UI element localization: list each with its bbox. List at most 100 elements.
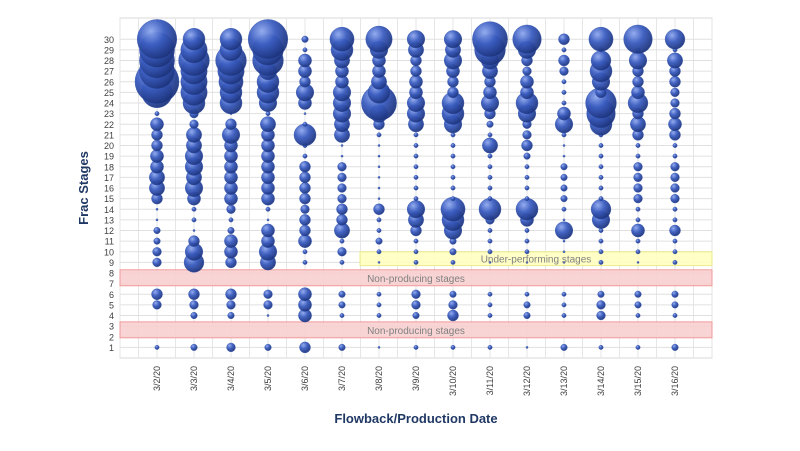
bubble xyxy=(329,26,355,52)
bubble xyxy=(487,153,493,159)
y-tick-label: 22 xyxy=(104,120,114,130)
y-tick-label: 9 xyxy=(109,258,114,268)
y-tick-label: 30 xyxy=(104,35,114,45)
bubble xyxy=(560,343,568,351)
bubble xyxy=(266,218,270,222)
bubble xyxy=(561,302,567,308)
bubble xyxy=(672,217,678,223)
bubble xyxy=(524,185,530,191)
bubble xyxy=(152,300,162,310)
bubble xyxy=(299,171,311,184)
bubble xyxy=(672,153,678,159)
bubble xyxy=(561,132,567,138)
bubble xyxy=(301,35,309,43)
bubble xyxy=(525,346,529,349)
bubble xyxy=(633,183,643,193)
bubble xyxy=(228,217,234,223)
bubble xyxy=(562,144,566,147)
bubble xyxy=(524,164,530,170)
bubble xyxy=(561,89,567,95)
bubble xyxy=(635,249,641,255)
bubble xyxy=(336,214,348,226)
bubble xyxy=(339,238,345,244)
y-tick-label: 16 xyxy=(104,184,114,194)
y-tick-label: 1 xyxy=(109,343,114,353)
y-tick-label: 27 xyxy=(104,67,114,77)
y-tick-label: 8 xyxy=(109,269,114,279)
bubble xyxy=(266,314,270,317)
bubble xyxy=(560,173,568,181)
bubble xyxy=(562,250,566,254)
bubble xyxy=(151,139,163,152)
bubble xyxy=(488,261,492,264)
bubble xyxy=(263,289,273,299)
bubble xyxy=(562,218,566,222)
bubble xyxy=(631,223,645,238)
bubble xyxy=(192,229,196,232)
bubble xyxy=(522,66,532,76)
bubble xyxy=(588,26,614,52)
bubble xyxy=(512,24,542,54)
bubble xyxy=(561,100,567,106)
bubble xyxy=(672,313,678,318)
bubble xyxy=(260,116,276,133)
bubble xyxy=(633,172,643,182)
bubble xyxy=(377,197,381,200)
bubble xyxy=(226,342,236,352)
bubble xyxy=(337,162,347,172)
bubble xyxy=(450,143,456,148)
bubble xyxy=(524,291,530,297)
x-axis-title: Flowback/Production Date xyxy=(334,411,497,426)
y-tick-label: 17 xyxy=(104,173,114,183)
bubble xyxy=(336,203,348,215)
bubble xyxy=(558,33,570,45)
bubble xyxy=(413,238,419,244)
bubble xyxy=(598,164,604,170)
bubble xyxy=(670,98,680,108)
bubble xyxy=(524,228,530,233)
x-tick-label: 3/5/20 xyxy=(263,366,273,391)
bubble xyxy=(377,154,381,158)
bubble xyxy=(596,300,606,310)
bubble xyxy=(373,203,385,215)
bubble xyxy=(521,139,533,152)
bubble xyxy=(450,132,456,138)
x-tick-label: 3/13/20 xyxy=(559,366,569,396)
bubble xyxy=(450,196,456,202)
y-tick-label: 10 xyxy=(104,247,114,257)
bubble xyxy=(338,290,346,298)
bubble xyxy=(303,112,307,115)
bubble xyxy=(154,111,160,117)
y-tick-label: 4 xyxy=(109,311,114,321)
bubble xyxy=(189,300,199,310)
bubble xyxy=(339,313,345,318)
bubble xyxy=(152,247,162,257)
bubble xyxy=(265,206,271,212)
bubble xyxy=(449,290,457,298)
bubble xyxy=(633,194,643,204)
y-tick-label: 6 xyxy=(109,290,114,300)
bubble xyxy=(450,174,456,180)
bubble xyxy=(190,312,198,320)
bubble xyxy=(555,221,574,240)
bubble xyxy=(413,143,419,148)
bubble xyxy=(337,183,347,193)
bubble xyxy=(523,152,531,160)
bubble xyxy=(448,300,458,310)
bubble xyxy=(632,76,644,88)
bubble xyxy=(224,234,238,248)
bubble xyxy=(376,228,382,233)
bubble xyxy=(450,185,456,191)
bubble xyxy=(365,25,393,53)
bubble xyxy=(671,290,679,298)
bubble xyxy=(377,346,381,349)
bubble xyxy=(562,154,566,158)
bubble xyxy=(413,185,419,191)
bubble xyxy=(596,310,606,321)
bubble xyxy=(444,30,463,49)
bubble xyxy=(299,224,311,237)
bubble xyxy=(486,120,494,128)
y-tick-label: 15 xyxy=(104,194,114,204)
bubble xyxy=(340,144,344,147)
bubble xyxy=(225,288,237,300)
